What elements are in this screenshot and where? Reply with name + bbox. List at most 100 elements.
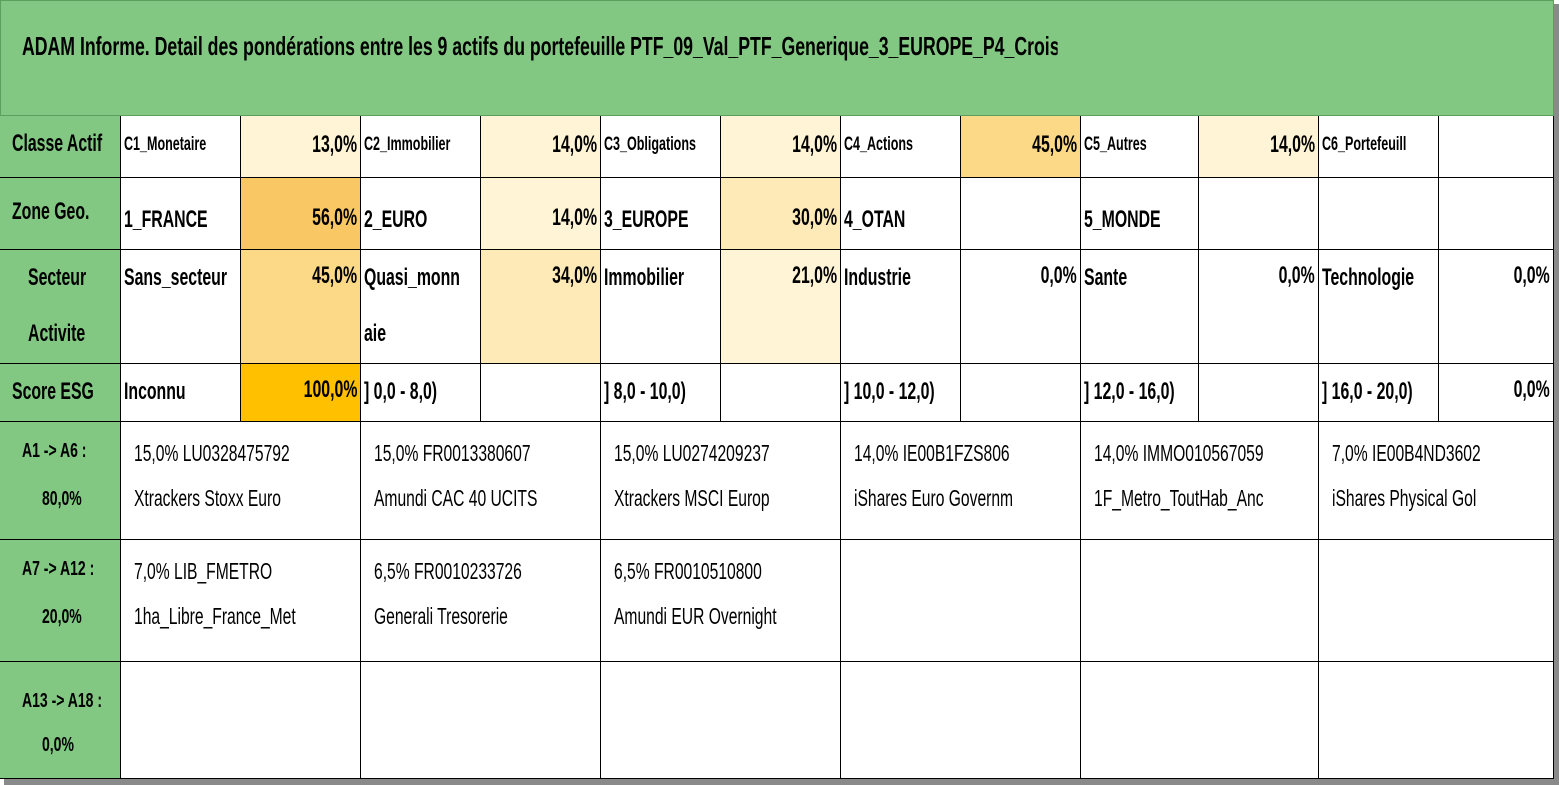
asset-cell [841, 662, 1081, 779]
row-secteur-name-cell: Immobilier [601, 250, 721, 364]
asset-cell: 7,0% LIB_FMETRO 1ha_Libre_France_Met [121, 540, 361, 662]
asset-cell [601, 662, 841, 779]
row-zone-name-cell: 3_EUROPE [601, 178, 721, 250]
row-esg-name: ] 10,0 - 12,0) [844, 378, 935, 405]
row-classe-pct-cell: 14,0% [481, 116, 601, 178]
row-esg-name-cell: ] 10,0 - 12,0) [841, 364, 961, 422]
row-zone-pct-cell [961, 178, 1081, 250]
asset-row-range: A13 -> A18 : [22, 690, 103, 712]
row-zone-name-cell [1319, 178, 1439, 250]
row-secteur-pct: 0,0% [1278, 262, 1315, 289]
asset-cell: 6,5% FR0010233726 Generali Tresorerie [361, 540, 601, 662]
row-classe-name: C4_Actions [844, 134, 913, 155]
row-zone-pct-cell [1199, 178, 1319, 250]
row-secteur-name-cell: Industrie [841, 250, 961, 364]
row-classe-name-cell: C6_Portefeuill [1319, 116, 1439, 178]
row-classe-name-cell: C2_Immobilier [361, 116, 481, 178]
asset-row-label: A13 -> A18 : 0,0% [0, 662, 121, 779]
row-zone-name: 2_EURO [364, 206, 428, 233]
row-classe-pct: 14,0% [792, 131, 837, 158]
row-secteur-pct-cell: 45,0% [241, 250, 361, 364]
row-classe-pct-cell: 45,0% [961, 116, 1081, 178]
asset-weight-isin: 15,0% LU0274209237 [614, 440, 770, 466]
asset-cell [121, 662, 361, 779]
asset-name: iShares Physical Gol [1332, 485, 1477, 511]
asset-name: Xtrackers MSCI Europ [614, 485, 770, 511]
row-classe-pct: 14,0% [1270, 131, 1315, 158]
row-label-classe: Classe Actif [0, 116, 121, 178]
row-classe-pct-cell: 14,0% [721, 116, 841, 178]
row-secteur-name: Sante [1084, 264, 1128, 291]
row-classe-pct: 13,0% [312, 131, 357, 158]
asset-name: Generali Tresorerie [374, 603, 508, 629]
row-classe-name-cell: C4_Actions [841, 116, 961, 178]
row-zone-name-cell: 2_EURO [361, 178, 481, 250]
row-esg-pct-cell [1199, 364, 1319, 422]
asset-name: iShares Euro Governm [854, 485, 1014, 511]
row-zone-pct-cell: 56,0% [241, 178, 361, 250]
asset-weight-isin: 15,0% LU0328475792 [134, 440, 290, 466]
asset-row-weight: 80,0% [42, 488, 82, 510]
row-zone-name-cell: 1_FRANCE [121, 178, 241, 250]
row-label-text: Secteur [28, 264, 87, 291]
asset-name: Amundi EUR Overnight [614, 603, 777, 629]
row-esg-name-cell: ] 12,0 - 16,0) [1081, 364, 1199, 422]
row-classe-name-cell: C5_Autres [1081, 116, 1199, 178]
asset-weight-isin: 14,0% IMMO010567059 [1094, 440, 1264, 466]
row-classe-name: C6_Portefeuill [1322, 134, 1407, 155]
row-zone-pct-cell: 14,0% [481, 178, 601, 250]
asset-weight-isin: 7,0% IE00B4ND3602 [1332, 440, 1481, 466]
row-esg-name: ] 0,0 - 8,0) [364, 378, 438, 405]
row-esg-name: ] 16,0 - 20,0) [1322, 378, 1413, 405]
row-classe-pct: 45,0% [1032, 131, 1077, 158]
row-secteur-pct-cell: 0,0% [1199, 250, 1319, 364]
row-secteur-name: Technologie [1322, 264, 1415, 291]
asset-cell: 14,0% IE00B1FZS806 iShares Euro Governm [841, 422, 1081, 540]
row-secteur-name: Industrie [844, 264, 911, 291]
asset-cell: 15,0% FR0013380607 Amundi CAC 40 UCITS [361, 422, 601, 540]
row-esg-name: ] 12,0 - 16,0) [1084, 378, 1175, 405]
row-secteur-pct: 0,0% [1040, 262, 1077, 289]
row-secteur-pct-cell: 34,0% [481, 250, 601, 364]
row-secteur-pct: 45,0% [312, 262, 357, 289]
asset-cell: 6,5% FR0010510800 Amundi EUR Overnight [601, 540, 841, 662]
asset-weight-isin: 7,0% LIB_FMETRO [134, 558, 273, 584]
row-classe-name-cell: C3_Obligations [601, 116, 721, 178]
row-zone-name-cell: 5_MONDE [1081, 178, 1199, 250]
row-classe-pct-cell [1439, 116, 1554, 178]
row-esg-pct-cell [961, 364, 1081, 422]
asset-cell [1081, 662, 1319, 779]
row-secteur-pct: 21,0% [792, 262, 837, 289]
row-label-text: Classe Actif [12, 130, 103, 157]
row-secteur-pct-cell: 0,0% [1439, 250, 1554, 364]
row-classe-pct: 14,0% [552, 131, 597, 158]
asset-weight-isin: 15,0% FR0013380607 [374, 440, 531, 466]
row-label-secteur: Secteur Activite [0, 250, 121, 364]
asset-cell: 15,0% LU0274209237 Xtrackers MSCI Europ [601, 422, 841, 540]
asset-weight-isin: 6,5% FR0010510800 [614, 558, 762, 584]
row-zone-pct-cell: 30,0% [721, 178, 841, 250]
row-secteur-name-cell: Sans_secteur [121, 250, 241, 364]
asset-weight-isin: 14,0% IE00B1FZS806 [854, 440, 1010, 466]
row-esg-pct: 0,0% [1513, 376, 1550, 403]
row-zone-pct: 30,0% [792, 204, 837, 231]
row-classe-name: C5_Autres [1084, 134, 1147, 155]
row-zone-name: 4_OTAN [844, 206, 906, 233]
row-label-text: Activite [28, 320, 86, 347]
row-esg-name: ] 8,0 - 10,0) [604, 378, 686, 405]
row-classe-name: C3_Obligations [604, 134, 696, 155]
row-label-zone: Zone Geo. [0, 178, 121, 250]
asset-name: 1ha_Libre_France_Met [134, 603, 296, 629]
row-zone-pct: 56,0% [312, 204, 357, 231]
row-secteur-pct: 34,0% [552, 262, 597, 289]
row-esg-name-cell: Inconnu [121, 364, 241, 422]
asset-cell: 7,0% IE00B4ND3602 iShares Physical Gol [1319, 422, 1554, 540]
row-zone-name: 5_MONDE [1084, 206, 1161, 233]
row-secteur-name: Immobilier [604, 264, 685, 291]
row-zone-name: 1_FRANCE [124, 206, 208, 233]
row-classe-name: C1_Monetaire [124, 134, 207, 155]
row-secteur-pct: 0,0% [1513, 262, 1550, 289]
row-classe-name-cell: C1_Monetaire [121, 116, 241, 178]
row-classe-pct-cell: 13,0% [241, 116, 361, 178]
